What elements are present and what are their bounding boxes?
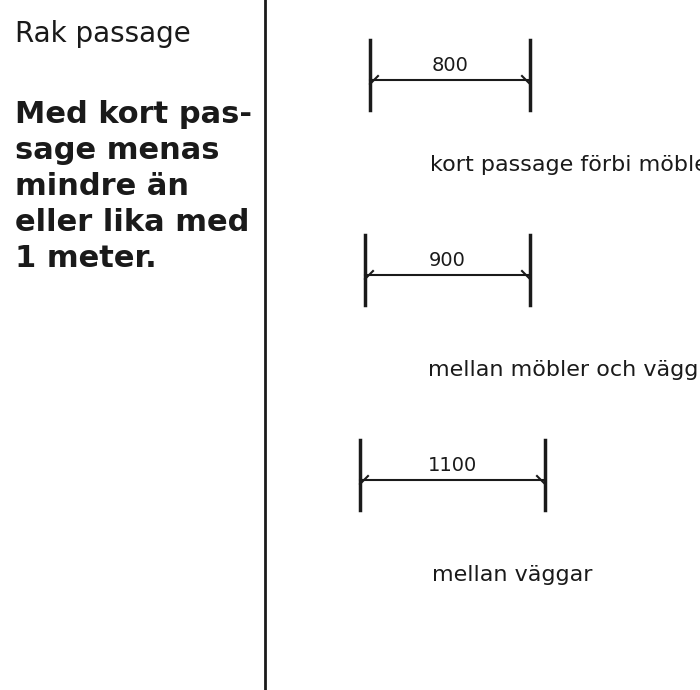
Text: mellan väggar: mellan väggar (433, 565, 593, 585)
Text: mellan möbler och vägg: mellan möbler och vägg (428, 360, 698, 380)
Text: 1100: 1100 (428, 456, 477, 475)
Text: Med kort pas-
sage menas
mindre än
eller lika med
1 meter.: Med kort pas- sage menas mindre än eller… (15, 100, 252, 273)
Text: kort passage förbi möbler: kort passage förbi möbler (430, 155, 700, 175)
Text: 900: 900 (429, 251, 466, 270)
Text: 800: 800 (432, 56, 468, 75)
Text: Rak passage: Rak passage (15, 20, 190, 48)
